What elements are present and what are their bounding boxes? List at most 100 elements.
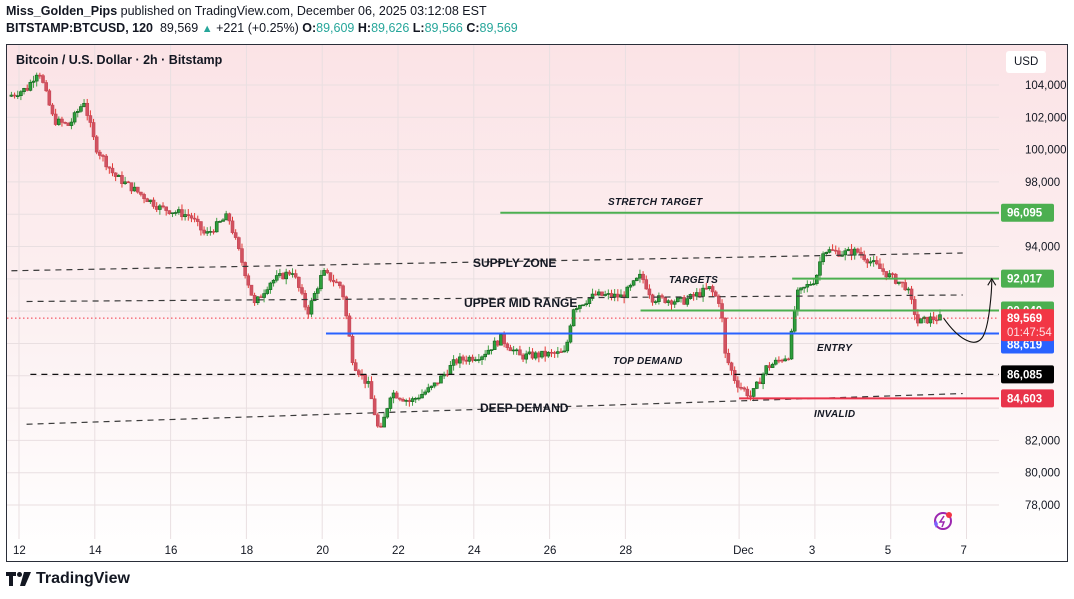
candle-down [729,362,734,371]
time-tick-label: 26 [544,545,557,557]
author-name[interactable]: Miss_Golden_Pips [6,4,118,18]
candle-down [549,351,554,354]
price-tag-88619: 88,619 [1007,339,1042,351]
candle-down [379,425,383,428]
candle-down [470,356,475,361]
trendline-supply-zone[interactable] [11,252,963,272]
candle-down [909,288,914,300]
candle-down [445,373,450,376]
price-change: +221 (+0.25%) [216,21,299,35]
candle-up [72,112,77,123]
candle-down [180,209,184,218]
candle-up [792,309,797,332]
chart-pane[interactable]: STRETCH TARGET SUPPLY ZONE TARGETS UPPER MI… [6,44,1068,562]
candle-down [767,365,772,368]
candle-down [252,294,257,304]
candle-up [214,221,219,233]
price-chart[interactable]: STRETCH TARGET SUPPLY ZONE TARGETS UPPER MI… [7,45,1068,562]
candle-up [404,400,409,402]
candle-up [887,273,892,278]
candle-down [135,186,140,193]
candle-down [464,359,469,362]
price-tick-label: 100,000 [1025,145,1067,157]
published-text: published on TradingView.com, December 0… [120,4,487,18]
candle-down [63,122,67,124]
candle-up [590,293,595,299]
trendline-upper-mid-range[interactable] [26,294,963,303]
candle-up [366,381,371,384]
close-value: 89,569 [479,21,518,35]
notification-dot [946,512,952,518]
chart-title: Bitcoin / U.S. Dollar · 2h · Bitstamp [16,53,223,67]
candle-up [28,82,33,91]
candle-up [754,381,759,389]
candle-up [938,314,942,321]
price-tag-86085: 86,085 [1007,369,1043,381]
candle-up [676,297,680,303]
candle-up [322,270,326,276]
candle-down [862,254,866,260]
candle-up [799,287,803,291]
candle-down [742,387,746,390]
currency-badge[interactable]: USD [1006,51,1046,73]
sparkle-icon [934,520,938,528]
candle-down [660,295,664,298]
high-value: 89,626 [371,21,410,35]
candle-up [439,375,443,384]
candle-up [173,212,178,214]
candle-down [916,314,920,324]
current-price-tag: 89,569 [1007,313,1042,325]
assistant-icon[interactable] [934,512,952,530]
candle-up [796,289,800,311]
candle-up [312,293,317,302]
candle-down [726,352,731,364]
candle-down [900,281,904,284]
candle-up [271,279,276,284]
candle-down [903,282,908,291]
candle-down [552,352,557,354]
time-tick-label: 12 [13,545,26,557]
candle-up [15,95,20,97]
trendline-deep-demand[interactable] [26,392,963,425]
candle-up [897,281,901,284]
publish-line: Miss_Golden_Pips published on TradingVie… [6,3,518,20]
candle-down [126,181,131,184]
candle-down [710,286,715,293]
candle-up [458,356,462,364]
projection-arrow[interactable] [943,280,993,343]
candle-up [268,282,273,290]
candle-up [770,363,775,368]
candle-down [243,262,247,277]
candle-up [597,291,601,296]
candle-up [218,221,222,223]
candle-down [50,104,55,115]
candle-up [802,286,806,289]
candle-down [786,358,791,361]
open-label: O: [302,21,317,35]
candle-up [221,219,225,222]
candle-down [47,90,52,106]
candle-down [334,281,339,284]
candle-down [372,398,377,416]
candle-down [91,122,96,138]
candle-up [208,231,213,233]
tradingview-logo[interactable]: TradingView [6,570,130,588]
candle-up [638,273,642,279]
candle-down [704,287,709,290]
candle-up [483,353,487,358]
candle-up [410,398,415,402]
candle-down [107,166,112,169]
arrow-head-icon [987,277,997,286]
candle-down [164,206,168,211]
price-tick-label: 80,000 [1025,468,1060,480]
candle-down [647,288,652,296]
candle-up [827,249,832,253]
candle-down [849,248,854,256]
candle-up [391,392,396,399]
time-tick-label: 14 [89,545,102,557]
candle-up [783,358,788,362]
candle-down [199,221,203,231]
candle-up [388,397,393,409]
candle-down [559,351,563,353]
candle-up [22,88,26,92]
